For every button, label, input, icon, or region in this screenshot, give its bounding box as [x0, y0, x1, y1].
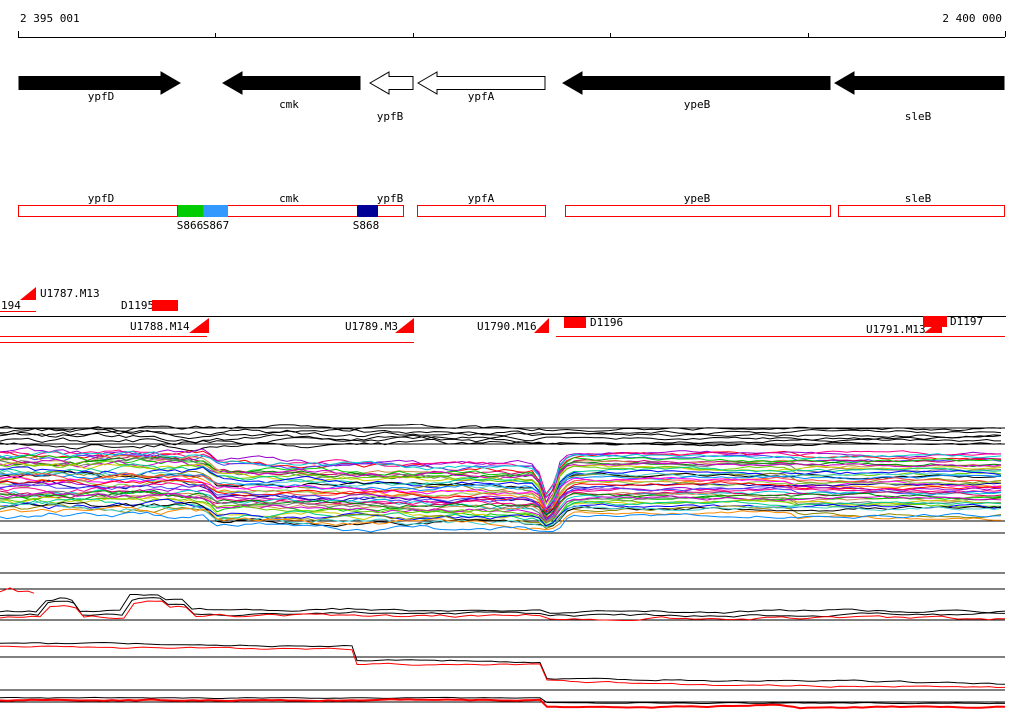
- ruler-start-coordinate: 2 395 001: [20, 12, 80, 25]
- gene-label-ypfB: ypfB: [376, 110, 404, 123]
- signal-trace: [0, 489, 1002, 516]
- signal-trace: [0, 698, 1006, 710]
- signal-trace: [0, 473, 1002, 514]
- signal-trace-black: [0, 424, 1002, 432]
- probe-segment-label-S867: S867: [202, 219, 230, 232]
- expression-profile-plot-lower: [0, 572, 1006, 710]
- segment-box-ypeB[interactable]: [565, 205, 831, 217]
- ruler-endcap: [1005, 31, 1006, 37]
- signal-trace: [0, 496, 1002, 524]
- gene-arrow-shape: [834, 71, 1005, 95]
- signal-trace: [0, 641, 1006, 685]
- gene-arrow-shape: [562, 71, 831, 95]
- probe-segment-S867[interactable]: [203, 205, 228, 217]
- probe-label-U1791.M13[interactable]: U1791.M13: [866, 323, 926, 336]
- signal-trace: [0, 505, 1002, 531]
- signal-trace: [0, 587, 35, 594]
- gene-label-ypfD: ypfD: [87, 90, 115, 103]
- signal-trace: [0, 450, 1002, 497]
- ruler-line: [18, 37, 1005, 38]
- probe-label-U1789.M3[interactable]: U1789.M3: [345, 320, 398, 333]
- ruler-endcap: [18, 31, 19, 37]
- probe-label-U1788.M14[interactable]: U1788.M14: [130, 320, 190, 333]
- expression-profile-plot-upper: [0, 424, 1005, 534]
- gene-arrow-cmk[interactable]: [222, 70, 361, 96]
- ruler-tick: [413, 33, 414, 37]
- signal-trace: [0, 600, 1006, 621]
- segment-box-sleB[interactable]: [838, 205, 1005, 217]
- signal-trace: [0, 498, 1002, 527]
- probe-track-line: [556, 336, 1005, 337]
- gene-label-cmk: cmk: [279, 98, 299, 111]
- signal-trace: [0, 597, 1006, 618]
- signal-trace-black: [0, 430, 1002, 440]
- probe-box[interactable]: [152, 300, 178, 311]
- probe-box[interactable]: [564, 317, 586, 328]
- probe-segment-S868[interactable]: [357, 205, 378, 217]
- probe-segment-label-S868: S868: [352, 219, 380, 232]
- signal-trace: [0, 449, 1002, 495]
- signal-trace: [0, 453, 1002, 514]
- gene-label-ypeB: ypeB: [683, 98, 711, 111]
- signal-trace: [0, 450, 1002, 513]
- probe-label-D1197[interactable]: D1197: [950, 315, 984, 328]
- ruler-tick: [215, 33, 216, 37]
- gene-arrow-ypfD[interactable]: [18, 70, 181, 96]
- probe-track-line: [0, 342, 414, 343]
- gene-arrow-shape: [222, 71, 361, 95]
- signal-trace: [0, 645, 1006, 689]
- signal-trace: [0, 466, 1002, 513]
- signal-trace: [0, 594, 1006, 614]
- signal-trace-black: [0, 438, 1002, 452]
- gene-arrow-shape: [18, 71, 181, 95]
- signal-trace: [0, 696, 1006, 705]
- ruler-tick: [610, 33, 611, 37]
- probe-segment-label-S866: S866: [176, 219, 204, 232]
- probe-label-D1196[interactable]: D1196: [590, 316, 624, 329]
- signal-trace: [0, 462, 1002, 506]
- signal-trace-black: [0, 432, 1002, 444]
- gene-arrow-shape: [369, 71, 414, 95]
- probe-ramp-icon[interactable]: [189, 318, 209, 333]
- segment-box-ypfD[interactable]: [18, 205, 178, 217]
- segment-box-label-ypfA: ypfA: [467, 192, 495, 205]
- probe-label-U1790.M16[interactable]: U1790.M16: [477, 320, 537, 333]
- signal-trace-black: [0, 435, 1001, 446]
- gene-arrow-sleB[interactable]: [834, 70, 1005, 96]
- signal-trace: [0, 511, 1002, 533]
- signal-trace: [0, 501, 1002, 528]
- signal-trace: [0, 470, 1002, 509]
- ruler-tick: [808, 33, 809, 37]
- gene-arrow-shape: [417, 71, 546, 95]
- signal-trace: [0, 456, 1002, 511]
- segment-box-label-cmk: cmk: [279, 192, 299, 205]
- probe-track-line: [0, 316, 1006, 317]
- signal-trace: [0, 483, 1002, 522]
- probe-segment-S866[interactable]: [178, 205, 203, 217]
- segment-box-label-ypeB: ypeB: [683, 192, 711, 205]
- probe-track-line: [0, 336, 207, 337]
- probe-label-D1195[interactable]: D1195: [121, 299, 155, 312]
- gene-arrow-ypeB[interactable]: [562, 70, 831, 96]
- signal-trace: [0, 481, 1002, 521]
- segment-box-ypfA[interactable]: [417, 205, 546, 217]
- probe-label-U1787.M13[interactable]: U1787.M13: [40, 287, 100, 300]
- probe-ramp-icon[interactable]: [20, 287, 36, 300]
- gene-arrow-ypfB[interactable]: [369, 70, 414, 96]
- segment-box-label-ypfD: ypfD: [87, 192, 115, 205]
- signal-trace: [0, 463, 1002, 516]
- probe-box[interactable]: [923, 316, 947, 327]
- gene-arrow-ypfA[interactable]: [417, 70, 546, 96]
- signal-trace: [0, 500, 1002, 528]
- gene-label-sleB: sleB: [904, 110, 932, 123]
- probe-label-194[interactable]: 194: [1, 299, 21, 312]
- segment-box-label-ypfB: ypfB: [376, 192, 404, 205]
- probe-track-line: [0, 311, 36, 312]
- ruler-end-coordinate: 2 400 000: [942, 12, 1002, 25]
- segment-box-label-sleB: sleB: [904, 192, 932, 205]
- gene-label-ypfA: ypfA: [467, 90, 495, 103]
- signal-trace: [0, 456, 1002, 517]
